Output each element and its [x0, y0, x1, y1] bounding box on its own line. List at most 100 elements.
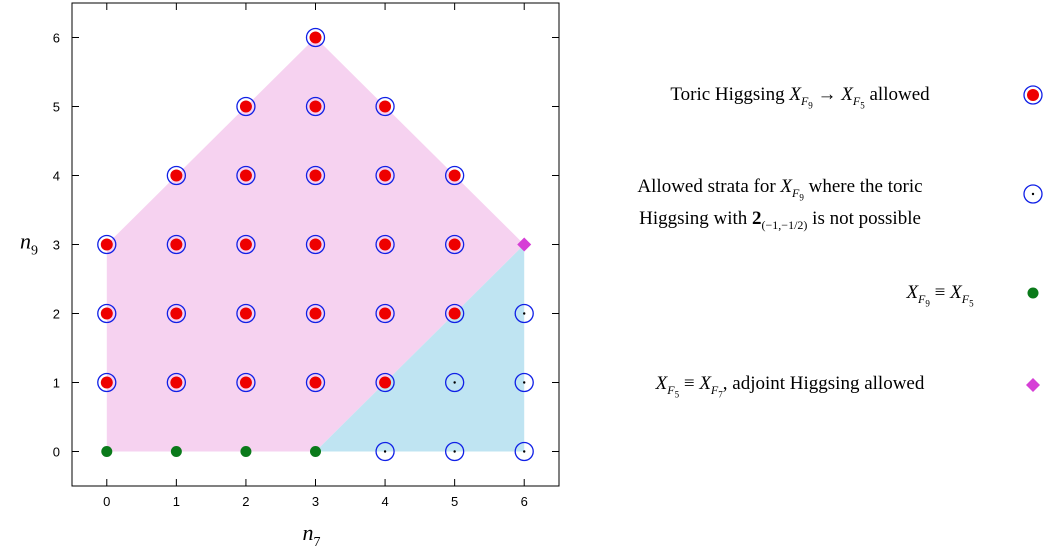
marker-ring	[375, 96, 395, 117]
data-point	[305, 165, 326, 186]
data-point	[101, 446, 113, 457]
data-point	[517, 237, 532, 252]
data-point	[236, 372, 256, 393]
data-point	[240, 446, 252, 457]
data-point	[444, 441, 465, 462]
data-points	[97, 27, 534, 462]
marker-center	[523, 381, 526, 384]
legend-item-adjoint-higgsing: XF5 ≡ XF7, adjoint Higgsing allowed	[655, 373, 925, 400]
legend-marker-1	[1023, 85, 1043, 105]
data-point	[305, 234, 326, 255]
legend-item-toric-higgsing: Toric Higgsing XF9 → XF5 allowed	[670, 84, 930, 111]
marker-center	[523, 450, 526, 453]
x-tick-label: 2	[242, 494, 249, 509]
x-tick-label: 1	[173, 494, 180, 509]
marker-dot	[170, 446, 182, 457]
data-point	[97, 234, 117, 255]
marker-center	[523, 312, 526, 315]
data-point	[444, 303, 465, 324]
marker-dot	[170, 307, 183, 320]
axis-ticks: 0 1 2 3 4 5 6 0 1 2 3 4 5 6	[53, 3, 559, 509]
data-point	[375, 234, 395, 255]
marker-ring	[236, 96, 256, 117]
marker-ring	[444, 165, 465, 186]
marker-dot	[379, 100, 392, 113]
marker-ring	[305, 27, 326, 48]
marker-dot	[101, 446, 113, 457]
marker-ring	[1023, 184, 1043, 204]
marker-ring	[305, 372, 326, 393]
marker-ring	[514, 372, 534, 393]
marker-diamond	[1026, 378, 1040, 392]
data-point	[375, 303, 395, 324]
data-point	[236, 165, 256, 186]
marker-ring	[305, 165, 326, 186]
marker-ring	[444, 441, 465, 462]
data-point	[514, 303, 534, 324]
data-point	[375, 441, 395, 462]
marker-dot	[100, 376, 113, 389]
marker-ring	[236, 165, 256, 186]
legend-item-equivalence-f9-f5: XF9 ≡ XF5	[906, 282, 974, 309]
marker-ring	[375, 234, 395, 255]
data-point	[166, 165, 187, 186]
marker-dot	[100, 307, 113, 320]
y-axis-label: n9	[20, 229, 38, 259]
marker-dot	[170, 238, 183, 251]
y-tick-label: 5	[53, 100, 60, 115]
data-point	[305, 303, 326, 324]
marker-ring	[514, 441, 534, 462]
marker-ring	[305, 303, 326, 324]
marker-ring	[166, 303, 187, 324]
data-point	[166, 372, 187, 393]
data-point	[444, 372, 465, 393]
data-point	[310, 446, 321, 457]
marker-ring	[1023, 85, 1043, 105]
marker-dot	[448, 238, 461, 251]
y-tick-label: 6	[53, 31, 60, 46]
marker-dot	[379, 169, 392, 182]
y-tick-label: 0	[53, 445, 60, 460]
x-tick-label: 4	[381, 494, 388, 509]
marker-dot	[309, 31, 322, 44]
marker-ring	[305, 96, 326, 117]
data-point	[236, 234, 256, 255]
marker-ring	[166, 165, 187, 186]
data-point	[305, 96, 326, 117]
marker-dot	[100, 238, 113, 251]
marker-dot	[170, 169, 183, 182]
marker-ring	[375, 303, 395, 324]
data-point	[166, 234, 187, 255]
marker-ring	[444, 303, 465, 324]
data-point	[236, 303, 256, 324]
marker-dot	[309, 169, 322, 182]
marker-dot	[239, 169, 252, 182]
data-point	[375, 372, 395, 393]
data-point	[236, 96, 256, 117]
marker-ring	[375, 372, 395, 393]
marker-ring	[236, 234, 256, 255]
marker-dot	[310, 446, 321, 457]
marker-dot	[309, 376, 322, 389]
legend-marker-2	[1023, 184, 1043, 204]
marker-ring	[444, 234, 465, 255]
marker-dot	[239, 307, 252, 320]
region-1	[315, 244, 525, 452]
x-tick-label: 6	[521, 494, 528, 509]
marker-dot	[448, 169, 461, 182]
marker-ring	[444, 372, 465, 393]
data-point	[444, 234, 465, 255]
marker-ring	[166, 372, 187, 393]
x-tick-label: 0	[103, 494, 110, 509]
data-point	[170, 446, 182, 457]
marker-dot	[309, 307, 322, 320]
data-point	[375, 165, 395, 186]
marker-diamond	[517, 237, 532, 252]
x-tick-label: 3	[312, 494, 319, 509]
data-point	[305, 372, 326, 393]
data-point	[514, 372, 534, 393]
legend-marker-3	[1027, 287, 1039, 299]
data-point	[97, 303, 117, 324]
marker-dot	[239, 238, 252, 251]
y-tick-label: 1	[53, 376, 60, 391]
